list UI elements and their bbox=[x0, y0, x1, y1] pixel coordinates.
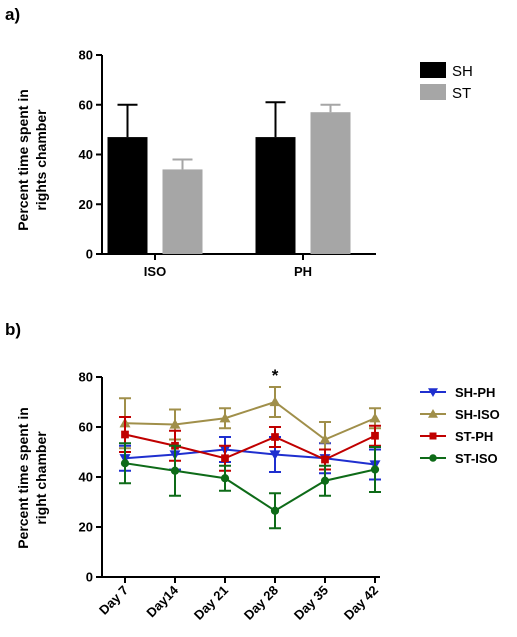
series-line-st-ph bbox=[124, 433, 376, 461]
panel-b-legend: SH-PH SH-ISO ST-PH ST-ISO bbox=[420, 385, 500, 466]
panel-b-y-tick-label: 40 bbox=[79, 470, 93, 485]
legend-marker-sh-iso bbox=[428, 409, 438, 418]
series-line-st-iso bbox=[124, 462, 376, 512]
panel-a-y-tick-label: 60 bbox=[79, 97, 93, 112]
panel-a-x-tick-label: ISO bbox=[144, 264, 166, 279]
panel-b-x-tick-label: Day 7 bbox=[96, 583, 131, 618]
data-point-sh-iso bbox=[169, 419, 181, 429]
panel-b-x-axis: Day 7 Day14 Day 21 Day 28 Day 35 Day 42 bbox=[96, 576, 381, 623]
data-point-st-iso bbox=[370, 465, 380, 474]
legend-marker-st-ph bbox=[429, 432, 437, 440]
data-point-st-ph bbox=[371, 431, 379, 440]
data-point-st-ph bbox=[321, 455, 329, 464]
data-point-sh-ph bbox=[269, 450, 281, 460]
legend-swatch-st bbox=[420, 84, 446, 100]
data-point-st-iso bbox=[220, 474, 230, 483]
panel-a-x-axis: ISO PH bbox=[102, 253, 376, 279]
panel-a-y-tick-label: 0 bbox=[86, 247, 93, 262]
panel-a-y-tick-label: 20 bbox=[79, 197, 93, 212]
legend-label-st-iso: ST-ISO bbox=[455, 451, 498, 466]
data-point-st-ph bbox=[221, 454, 229, 463]
panel-b-ylabel-line-1: Percent time spent in bbox=[15, 407, 31, 549]
series-st-iso bbox=[119, 442, 381, 530]
line-chart-panel-b: b) Percent time spent in right chamber 0… bbox=[5, 320, 500, 623]
legend-swatch-sh bbox=[420, 62, 446, 78]
data-point-st-iso bbox=[270, 506, 280, 515]
panel-a-y-tick-label: 80 bbox=[79, 48, 93, 63]
panel-b-ylabel-line-2: right chamber bbox=[33, 431, 49, 525]
bar-st bbox=[310, 112, 351, 255]
bar-chart-panel-a: a) Percent time spent in rights chamber … bbox=[5, 5, 473, 279]
panel-a-y-axis-title: Percent time spent in rights chamber bbox=[15, 89, 49, 231]
data-point-sh-iso bbox=[269, 396, 281, 407]
data-point-sh-iso bbox=[319, 434, 331, 444]
panel-a-bars bbox=[107, 101, 351, 255]
legend-label-sh-ph: SH-PH bbox=[455, 385, 495, 400]
data-point-st-iso bbox=[120, 459, 130, 468]
panel-a-legend: SH ST bbox=[420, 62, 473, 102]
legend-label-sh-iso: SH-ISO bbox=[455, 407, 500, 422]
panel-a-y-tick-label: 40 bbox=[79, 147, 93, 162]
data-point-sh-iso bbox=[219, 412, 231, 423]
bar-st bbox=[162, 169, 203, 254]
legend-label-st-ph: ST-PH bbox=[455, 429, 493, 444]
panel-b-x-tick-label: Day 28 bbox=[241, 583, 281, 623]
panel-a-ylabel-line-1: Percent time spent in bbox=[15, 89, 31, 231]
legend-label-st: ST bbox=[452, 85, 471, 102]
panel-b-y-tick-label: 20 bbox=[79, 520, 93, 535]
panel-b-x-tick-label: Day 35 bbox=[291, 583, 331, 623]
data-point-st-iso bbox=[170, 466, 180, 475]
panel-b-y-tick-label: 0 bbox=[86, 570, 93, 585]
series-sh-ph bbox=[119, 436, 381, 481]
legend-marker-sh-ph bbox=[428, 388, 438, 397]
data-point-st-ph bbox=[271, 433, 279, 441]
data-point-sh-iso bbox=[369, 412, 381, 423]
panel-b-y-axis-title: Percent time spent in right chamber bbox=[15, 407, 49, 549]
legend-marker-st-iso bbox=[429, 454, 437, 462]
panel-b-y-tick-label: 60 bbox=[79, 420, 93, 435]
panel-b-x-tick-label: Day 21 bbox=[191, 583, 231, 623]
series-sh-iso bbox=[119, 386, 381, 458]
data-point-st-ph bbox=[121, 430, 129, 439]
significance-asterisk: * bbox=[272, 366, 279, 385]
bar-sh bbox=[107, 137, 148, 254]
panel-a-x-tick-label: PH bbox=[294, 264, 312, 279]
panel-b-y-axis: 0 20 40 60 80 bbox=[79, 370, 103, 585]
panel-a-y-axis: 0 20 40 60 80 bbox=[79, 48, 103, 262]
panel-b-y-tick-label: 80 bbox=[79, 370, 93, 385]
series-line-sh-iso bbox=[124, 400, 376, 441]
panel-b-label: b) bbox=[5, 320, 21, 339]
panel-b-series bbox=[119, 386, 381, 530]
data-point-st-iso bbox=[320, 476, 330, 485]
series-line-sh-ph bbox=[124, 448, 376, 466]
panel-b-x-tick-label: Day 42 bbox=[341, 583, 381, 623]
panel-a-ylabel-line-2: rights chamber bbox=[33, 109, 49, 211]
panel-a-label: a) bbox=[5, 5, 20, 24]
legend-label-sh: SH bbox=[452, 63, 473, 80]
bar-sh bbox=[255, 137, 296, 254]
panel-b-x-tick-label: Day14 bbox=[143, 582, 181, 620]
